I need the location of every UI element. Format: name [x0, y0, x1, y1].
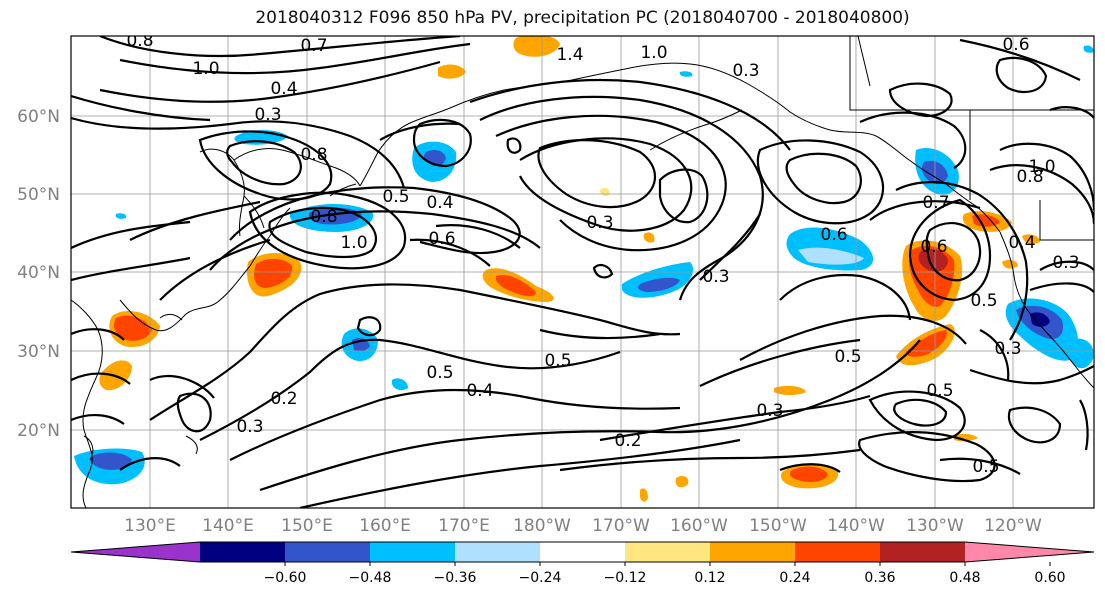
colorbar-segment: [710, 542, 795, 562]
contour-label: 0.6: [1002, 35, 1029, 55]
contour-label: 0.4: [466, 381, 493, 401]
contour-label: 1.0: [340, 233, 367, 253]
colorbar-segment: [455, 542, 540, 562]
contour-label: 0.6: [820, 225, 847, 245]
contour-label: 0.5: [544, 351, 571, 371]
colorbar-tick-label: 0.12: [694, 570, 725, 586]
lon-label: 150°W: [749, 516, 807, 536]
contour-label: 0.6: [428, 229, 455, 249]
map-frame: [70, 35, 1095, 509]
lon-label: 160°W: [670, 516, 728, 536]
contour-label: 1.0: [1028, 157, 1055, 177]
lon-label: 160°E: [359, 516, 411, 536]
contour-label: 0.5: [926, 381, 953, 401]
colorbar-segment: [200, 542, 285, 562]
coastlines: [71, 36, 1094, 508]
contour-label: 0.4: [1008, 233, 1035, 253]
colorbar-tick-label: −0.24: [519, 570, 562, 586]
pv-contours: [71, 36, 1094, 508]
colorbar-extend-right: [965, 542, 1094, 562]
lon-label: 130°W: [906, 516, 964, 536]
colorbar-tick-label: 0.24: [779, 570, 810, 586]
contour-label: 0.6: [920, 237, 947, 257]
contour-label: 0.5: [972, 457, 999, 477]
contour-label: 0.5: [382, 187, 409, 207]
contour-label: 0.5: [426, 363, 453, 383]
colorbar-tick-label: −0.48: [349, 570, 392, 586]
colorbar-tick-label: −0.60: [264, 570, 307, 586]
contour-label: 0.3: [1052, 253, 1079, 273]
contour-label: 0.8: [310, 207, 337, 227]
contour-label: 0.3: [994, 339, 1021, 359]
lat-label: 60°N: [17, 107, 60, 127]
colorbar-tick-label: 0.60: [1034, 570, 1065, 586]
contour-label: 0.2: [270, 389, 297, 409]
colorbar-tick-label: −0.12: [604, 570, 647, 586]
contour-label: 0.3: [702, 267, 729, 287]
contour-label: 1.0: [192, 59, 219, 79]
contour-label: 0.5: [834, 347, 861, 367]
contour-label: 0.3: [254, 105, 281, 125]
colorbar-tick-label: 0.36: [864, 570, 895, 586]
contour-label: 0.3: [586, 213, 613, 233]
contour-label: 0.8: [126, 31, 153, 51]
lat-axis: 60°N 50°N 40°N 30°N 20°N: [17, 107, 60, 441]
lon-label: 120°W: [984, 516, 1042, 536]
contour-label: 0.4: [270, 79, 297, 99]
colorbar-segment: [625, 542, 710, 562]
map-title: 2018040312 F096 850 hPa PV, precipitatio…: [255, 8, 910, 28]
lon-label: 140°W: [827, 516, 885, 536]
colorbar-segment: [795, 542, 880, 562]
lon-label: 170°E: [438, 516, 490, 536]
lon-label: 150°E: [281, 516, 333, 536]
colorbar: −0.60 −0.48 −0.36 −0.24 −0.12 0.12 0.24 0.36 0.4…: [70, 541, 1095, 586]
contour-label: 0.4: [426, 193, 453, 213]
contour-label: 1.0: [640, 43, 667, 63]
contour-label: 0.7: [300, 36, 327, 56]
contour-label: 0.3: [236, 417, 263, 437]
lat-label: 30°N: [17, 342, 60, 362]
lat-label: 20°N: [17, 421, 60, 441]
colorbar-tick-label: −0.36: [434, 570, 477, 586]
contour-label: 0.5: [970, 291, 997, 311]
lon-label: 130°E: [124, 516, 176, 536]
lon-label: 140°E: [202, 516, 254, 536]
contour-label: 0.3: [756, 401, 783, 421]
contour-label: 0.8: [300, 145, 327, 165]
lon-label: 180°W: [513, 516, 571, 536]
lat-label: 40°N: [17, 263, 60, 283]
colorbar-tick-label: 0.48: [949, 570, 980, 586]
colorbar-segment: [880, 542, 965, 562]
contour-label: 0.7: [922, 193, 949, 213]
lon-label: 170°W: [592, 516, 650, 536]
precip-positive-regions: [99, 36, 1040, 502]
contour-label: 0.3: [732, 61, 759, 81]
colorbar-segment: [540, 542, 625, 562]
colorbar-extend-left: [71, 542, 200, 562]
contour-label: 0.8: [1016, 167, 1043, 187]
contour-label: 0.2: [614, 431, 641, 451]
colorbar-segment: [285, 542, 370, 562]
lon-axis: 130°E 140°E 150°E 160°E 170°E 180°W 170°…: [124, 516, 1042, 536]
colorbar-outline: [70, 541, 1095, 563]
contour-label-group: 0.7 1.0 0.4 0.3 0.8 0.5 0.4 0.6 1.0 0.8 …: [126, 31, 1079, 477]
colorbar-segment: [370, 542, 455, 562]
lat-label: 50°N: [17, 185, 60, 205]
contour-label: 1.4: [556, 45, 583, 65]
